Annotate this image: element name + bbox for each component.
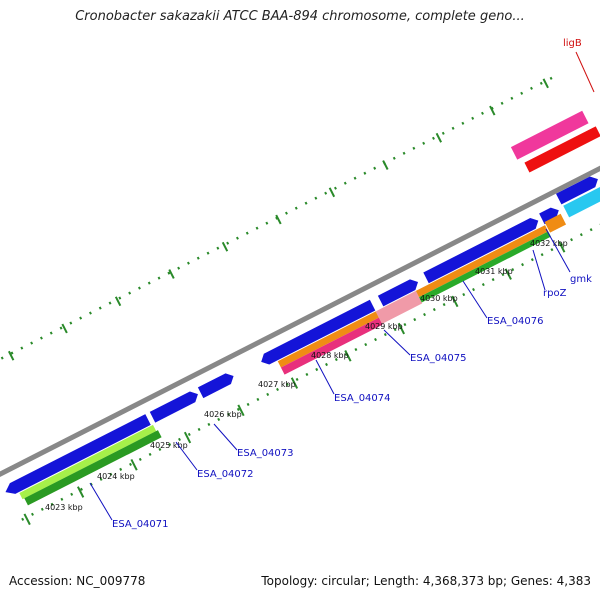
gene-label-ligB[interactable]: ligB (563, 38, 582, 49)
cds-ESA_04073[interactable] (197, 371, 236, 399)
major-tick (114, 296, 122, 307)
feature-pink-a[interactable] (280, 317, 383, 375)
tick-label: 4029 kbp (365, 322, 403, 331)
gene-labels: ligB ESA_04071 ESA_04072 ESA_04073 ESA_0… (112, 38, 592, 530)
gene-label-ESA_04076[interactable]: ESA_04076 (487, 316, 544, 327)
major-tick (542, 78, 549, 89)
tick-label: 4024 kbp (97, 472, 135, 481)
major-tick (7, 350, 15, 361)
cds-ESA_04074[interactable] (258, 299, 376, 367)
major-tick (23, 513, 31, 526)
tick-label: 4027 kbp (258, 380, 296, 389)
cds-rpoZ[interactable] (539, 205, 561, 225)
major-tick (504, 268, 512, 280)
feature-cyan[interactable] (563, 186, 600, 218)
feature-pink-light[interactable] (375, 290, 423, 324)
backbone-track (0, 163, 600, 487)
major-tick (76, 486, 85, 498)
major-tick (237, 404, 245, 417)
feature-orange-b[interactable] (415, 225, 549, 298)
major-tick (558, 241, 566, 253)
ligB-leader (575, 51, 595, 93)
gene-label-gmk[interactable]: gmk (570, 274, 592, 285)
major-tick (435, 132, 442, 143)
tick-label: 4026 kbp (204, 410, 242, 419)
tick-label: 4030 kbp (420, 294, 458, 303)
feature-green-light[interactable] (19, 424, 157, 500)
major-tick (397, 322, 405, 335)
major-tick (61, 323, 68, 334)
map-title: Cronobacter sakazakii ATCC BAA-894 chrom… (75, 9, 525, 24)
major-tick (221, 241, 229, 252)
gene-ligB-magenta[interactable] (510, 110, 589, 160)
major-tick (275, 214, 282, 225)
gene-label-rpoZ[interactable]: rpoZ (543, 288, 567, 299)
feature-orange-a[interactable] (277, 311, 379, 368)
major-tick-marks (7, 78, 566, 526)
cds-ESA_04075[interactable] (377, 277, 421, 307)
major-tick (344, 350, 352, 362)
tick-label: 4028 kbp (311, 351, 349, 360)
leader-lines (89, 228, 571, 521)
gene-label-ESA_04075[interactable]: ESA_04075 (410, 353, 467, 364)
major-tick (130, 459, 138, 471)
gene-label-ESA_04073[interactable]: ESA_04073 (237, 448, 294, 459)
cds-ESA_04076[interactable] (423, 215, 541, 284)
gene-label-ESA_04072[interactable]: ESA_04072 (197, 469, 254, 480)
outer-scale-ticks (0, 73, 559, 385)
gene-ligB-red[interactable] (524, 126, 600, 173)
cds-ESA_04072[interactable] (149, 389, 201, 423)
tick-labels: 4023 kbp 4024 kbp 4025 kbp 4026 kbp 4027… (45, 239, 568, 512)
accession-label: Accession: NC_009778 (9, 574, 146, 588)
feature-green-b[interactable] (419, 231, 551, 303)
cds-gmk[interactable] (555, 174, 600, 205)
gene-label-ESA_04071[interactable]: ESA_04071 (112, 519, 169, 530)
major-tick (489, 105, 496, 116)
gene-label-ESA_04074[interactable]: ESA_04074 (334, 393, 391, 404)
major-tick (290, 377, 299, 389)
major-tick (183, 431, 192, 444)
tick-label: 4025 kbp (150, 441, 188, 450)
cds-row (3, 174, 600, 497)
topology-label: Topology: circular; Length: 4,368,373 bp… (261, 574, 591, 588)
major-tick (328, 187, 336, 198)
tick-label: 4023 kbp (45, 503, 83, 512)
major-tick (451, 295, 459, 308)
major-tick (382, 160, 389, 170)
tick-label: 4032 kbp (530, 239, 568, 248)
major-tick (168, 269, 175, 279)
tick-label: 4031 kbp (475, 267, 513, 276)
cds-ESA_04071[interactable] (3, 414, 151, 497)
feature-green-dark[interactable] (24, 430, 162, 506)
feature-orange-c[interactable] (544, 213, 567, 233)
